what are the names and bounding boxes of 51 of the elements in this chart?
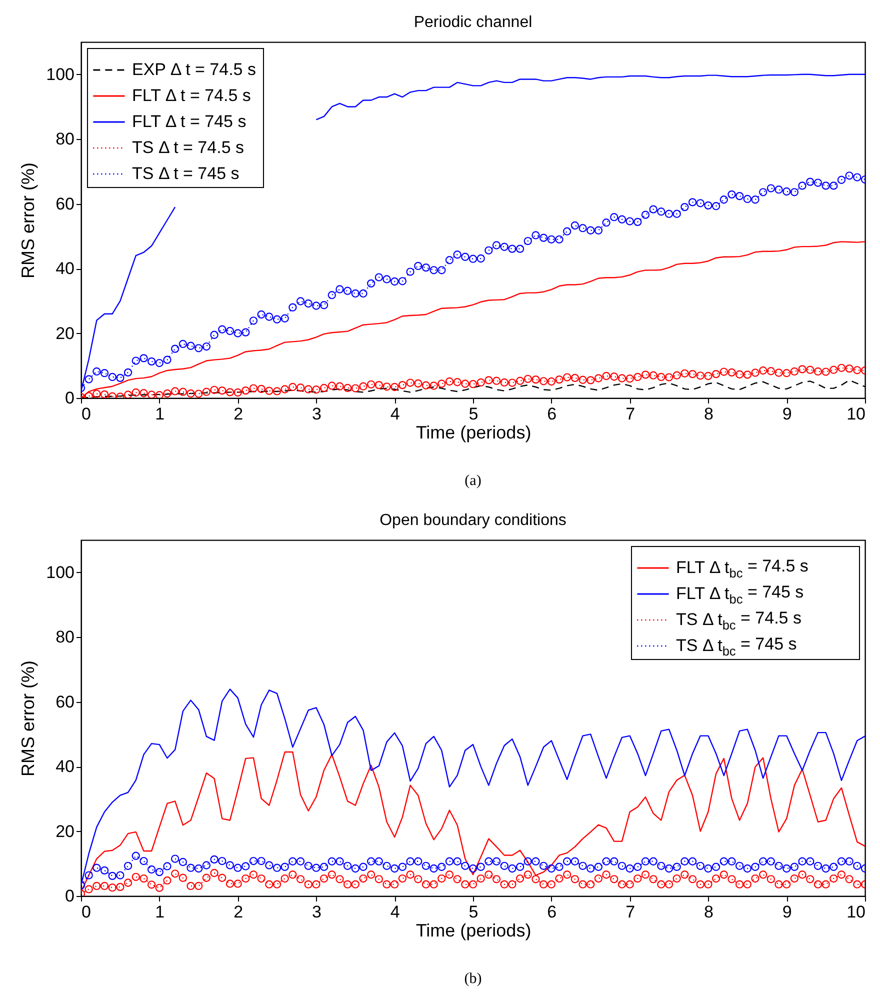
x-tick-label: 4 [390, 404, 400, 424]
text: (a) [464, 473, 482, 489]
x-tick-label: 8 [704, 404, 714, 424]
y-tick-label: 20 [56, 822, 74, 841]
x-tick-label: 3 [312, 902, 322, 922]
x-axis-title: Time (periods) [416, 920, 532, 940]
y-tick-label: 60 [56, 692, 74, 712]
y-tick-label: 20 [56, 324, 74, 343]
y-tick-label: 80 [56, 628, 74, 647]
x-tick-label: 2 [234, 404, 244, 424]
y-tick-label: 60 [56, 194, 74, 214]
legend-label: FLT Δ t$_{bc}$ = 745 s [676, 582, 804, 606]
legend-label: FLT Δ t = 745 s [132, 112, 246, 131]
y-tick-label: 0 [65, 388, 74, 408]
x-tick-label: 0 [82, 902, 91, 922]
y-axis-title: RMS error (%) [18, 162, 38, 278]
legend-label: TS Δ t$_{bc}$ = 74.5 s [676, 608, 802, 632]
y-tick-label: 100 [46, 64, 74, 84]
y-tick-label: 0 [65, 886, 74, 906]
x-tick-label: 9 [782, 902, 792, 922]
x-tick-label: 1 [155, 404, 165, 424]
x-tick-label: 9 [782, 404, 792, 424]
x-tick-label: 5 [468, 404, 478, 424]
y-tick-label: 40 [56, 757, 74, 776]
x-tick-label: 5 [468, 902, 478, 922]
legend-label: TS Δ t = 74.5 s [132, 138, 244, 157]
x-tick-label: 6 [547, 902, 557, 922]
x-tick-label: 0 [82, 404, 91, 424]
y-tick-label: 100 [46, 562, 74, 582]
x-tick-label: 1 [155, 902, 165, 922]
x-tick-label: 7 [626, 902, 636, 922]
x-tick-label: 6 [547, 404, 557, 424]
legend-label: FLT Δ t$_{bc}$ = 74.5 s [676, 556, 808, 580]
legend-label: TS Δ t = 745 s [132, 164, 240, 183]
x-tick-label: 3 [312, 404, 322, 424]
legend-label: EXP Δ t = 74.5 s [132, 60, 256, 79]
x-tick-label: 2 [234, 902, 244, 922]
y-tick-label: 40 [56, 259, 74, 278]
x-axis-title: Time (periods) [416, 422, 532, 442]
legend-label: FLT Δ t = 74.5 s [132, 86, 251, 105]
x-tick-label: 10 [846, 902, 866, 922]
y-tick-label: 80 [56, 130, 74, 149]
x-tick-label: 8 [704, 902, 714, 922]
chart-title: Periodic channel [414, 14, 532, 31]
legend-label: TS Δ t$_{bc}$ = 745 s [676, 634, 797, 658]
x-tick-label: 10 [846, 404, 866, 424]
x-tick-label: 4 [390, 902, 400, 922]
text: (b) [464, 971, 482, 987]
x-tick-label: 7 [626, 404, 636, 424]
chart-title: Open boundary conditions [380, 512, 566, 529]
y-axis-title: RMS error (%) [18, 660, 38, 776]
